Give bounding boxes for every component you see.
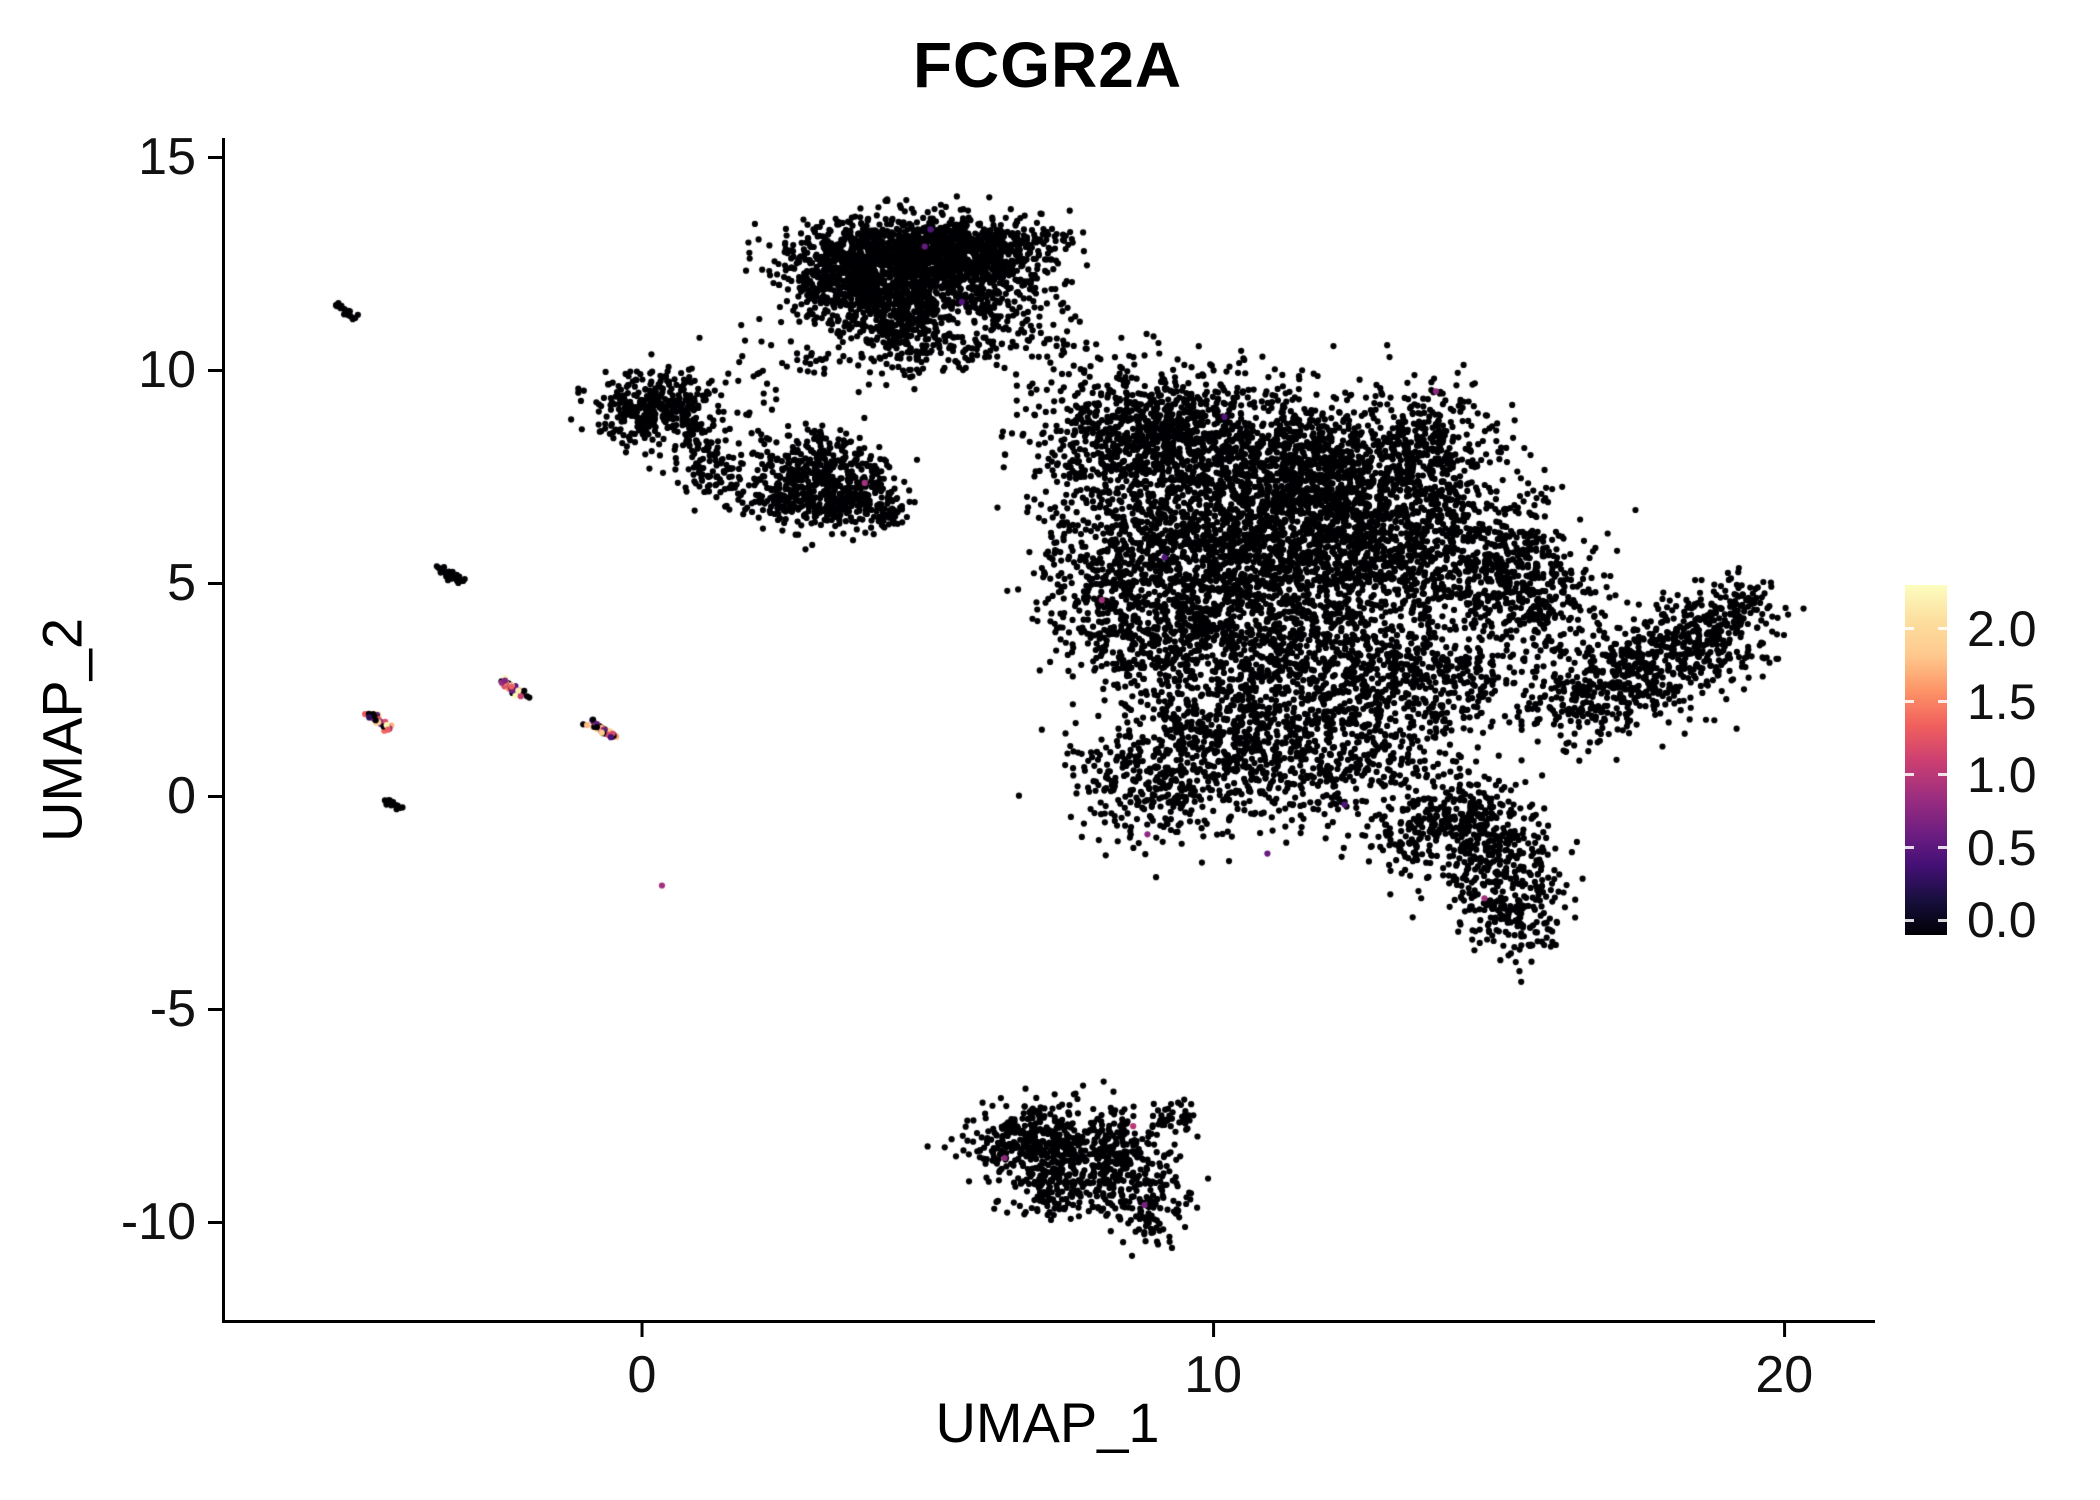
y-tick: 10 [30,340,222,400]
x-tick-mark [1782,1323,1786,1337]
plot-title: FCGR2A [912,29,1183,101]
y-tick-label: 10 [138,341,196,400]
x-tick-label: 0 [627,1346,657,1404]
y-tick: 15 [30,127,222,187]
y-tick: -5 [30,979,222,1039]
legend-tick-mark [1905,700,1914,704]
legend-tick-mark [1938,846,1947,849]
legend-tick-label: 1.5 [1967,673,2037,730]
y-tick-mark [208,155,222,159]
colorbar-gradient [1905,585,1947,935]
umap-canvas [225,140,1870,1320]
x-tick: 0 [627,1323,656,1405]
y-tick-label: 0 [167,767,196,826]
legend-tick-label: 1.0 [1967,746,2037,803]
y-tick: -10 [30,1192,222,1252]
legend-tick-mark [1938,627,1947,631]
y-tick: 0 [30,766,222,826]
x-tick-mark [640,1323,644,1337]
legend-tick-mark [1905,773,1914,777]
x-axis-label: UMAP_1 [935,1391,1160,1454]
legend-tick-label: 0.5 [1967,819,2037,876]
legend-tick-mark [1905,846,1914,849]
y-axis-line [222,138,225,1323]
legend-tick-label: 2.0 [1967,600,2037,657]
x-axis-line [222,1320,1875,1323]
y-tick-mark [208,1220,222,1224]
y-tick-mark [208,794,222,798]
legend-tick-mark [1938,918,1947,922]
y-tick-mark [208,1007,222,1011]
legend-tick-mark [1905,627,1914,631]
x-tick: 20 [1755,1323,1813,1405]
x-tick-label: 20 [1755,1346,1814,1404]
y-tick-mark [208,368,222,372]
x-tick-label: 10 [1184,1346,1243,1404]
y-tick: 5 [30,553,222,613]
y-tick-label: -10 [120,1193,196,1252]
legend-tick-label: 0.0 [1967,892,2037,949]
y-tick-label: -5 [149,980,196,1039]
x-tick: 10 [1184,1323,1242,1405]
y-tick-label: 5 [167,554,196,613]
legend-tick-mark [1905,918,1914,922]
y-tick-mark [208,581,222,585]
legend-tick-mark [1938,700,1947,704]
legend-tick-mark [1938,773,1947,777]
y-tick-label: 15 [138,128,196,187]
colorbar-legend: 2.0 1.5 1.0 0.5 0.0 [1905,585,2037,948]
x-tick-mark [1211,1323,1215,1337]
